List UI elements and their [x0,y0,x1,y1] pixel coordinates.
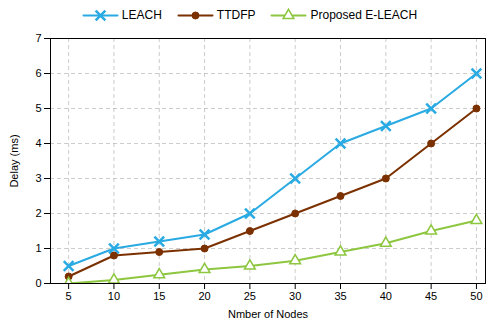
svg-text:0: 0 [35,277,41,289]
svg-text:10: 10 [108,290,120,302]
svg-text:40: 40 [380,290,392,302]
html-text:Proposed E-LEACH: Proposed E-LEACH [310,8,418,22]
svg-text:2: 2 [35,207,41,219]
svg-text:20: 20 [198,290,210,302]
svg-text:6: 6 [35,67,41,79]
svg-text:30: 30 [289,290,301,302]
html-text:LEACH: LEACH [121,8,162,22]
svg-text:5: 5 [35,102,41,114]
svg-text:5: 5 [66,290,72,302]
svg-text:Nmber of Nodes: Nmber of Nodes [228,308,309,320]
svg-text:Delay (ms): Delay (ms) [8,134,20,187]
svg-text:4: 4 [35,137,41,149]
svg-text:1: 1 [35,242,41,254]
svg-text:45: 45 [425,290,437,302]
svg-text:15: 15 [153,290,165,302]
svg-text:35: 35 [334,290,346,302]
svg-text:25: 25 [244,290,256,302]
svg-text:50: 50 [470,290,482,302]
html-text:TTDFP: TTDFP [216,8,256,22]
svg-text:3: 3 [35,172,41,184]
svg-text:7: 7 [35,32,41,44]
